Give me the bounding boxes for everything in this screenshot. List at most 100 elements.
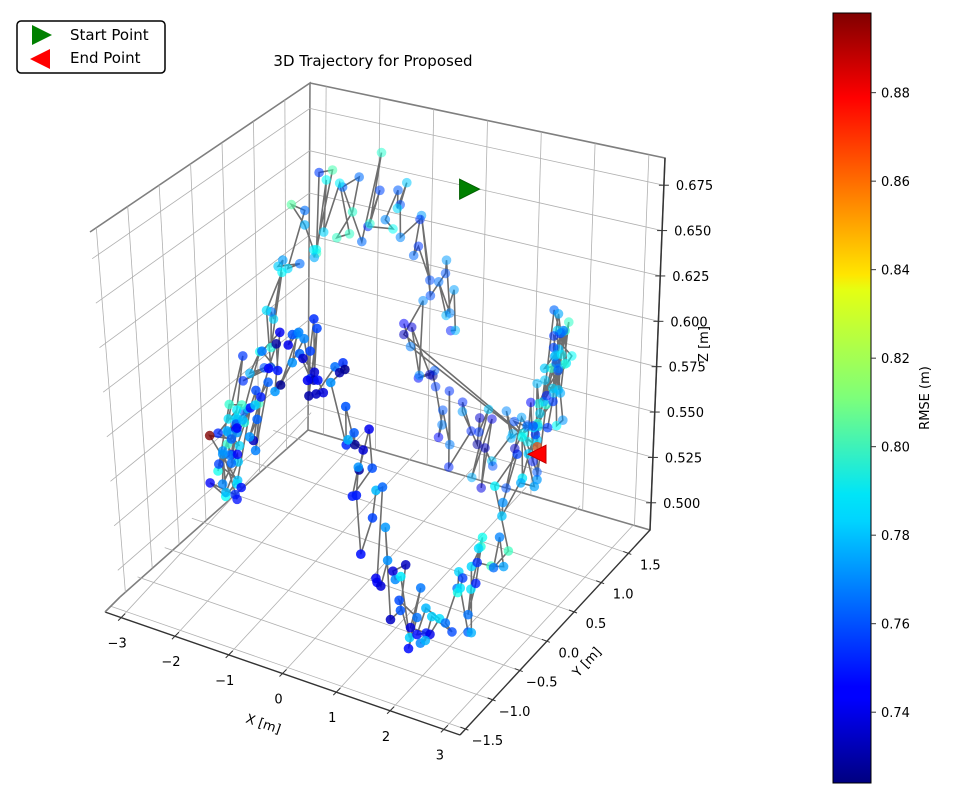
trajectory-point [367,463,377,473]
trajectory-point [535,409,545,419]
trajectory-point [431,382,441,392]
trajectory-point [394,596,404,606]
trajectory-point [276,380,286,390]
trajectory-point [523,420,533,430]
trajectory-point [557,350,567,360]
colorbar-tick-label: 0.82 [881,352,910,367]
trajectory-point [488,461,498,471]
trajectory-point [381,215,391,225]
trajectory-point [487,414,497,424]
colorbar-gradient [833,13,871,783]
trajectory-point [213,428,223,438]
trajectory-point [298,354,308,364]
y-grid-line [159,185,179,544]
trajectory-point [262,306,272,316]
trajectory-point [227,458,237,468]
trajectory-point [396,233,406,243]
trajectory-point [549,388,559,398]
trajectory-point [402,178,412,188]
trajectory-point [313,375,323,385]
trajectory-point [205,431,215,441]
trajectory-point [504,546,514,556]
trajectory-point [383,556,393,566]
trajectory-point [232,495,242,505]
trajectory-point [412,630,422,640]
y-floor-grid-line [138,577,493,700]
trajectory-point [406,623,416,633]
trajectory-point [356,549,366,559]
trajectory-point [303,376,313,386]
trajectory-point [510,444,520,454]
trajectory-point [272,339,282,349]
trajectory-point [484,405,494,415]
trajectory-point [442,255,452,265]
trajectory-point [427,612,437,622]
trajectory-point [300,220,310,230]
trajectory-point [287,200,297,210]
trajectory-point [421,603,431,613]
trajectory-point [499,562,509,572]
trajectory-point [415,371,425,381]
z-tick-label: 0.550 [667,406,704,421]
colorbar-tick-label: 0.74 [881,706,910,721]
trajectory-point [365,219,375,229]
trajectory-point [399,330,409,340]
x-grid-line [634,155,648,526]
trajectory-point [456,583,466,593]
z-tick-label: 0.500 [663,497,700,512]
trajectory-point [473,440,483,450]
trajectory-point [401,560,411,570]
trajectory-point [474,544,484,554]
trajectory-point [490,481,500,491]
trajectory-point [396,606,406,616]
trajectory-point [489,563,499,573]
trajectory-point [463,610,473,620]
trajectory-point [445,308,455,318]
trajectory-point [232,405,242,415]
trajectory-point [434,433,444,443]
trajectory-point [425,275,435,285]
trajectory-point [543,423,553,433]
trajectory-point [238,415,248,425]
trajectory-point [458,407,468,417]
trajectory-point [458,573,468,583]
trajectory-point [332,233,342,243]
trajectory-point [309,245,319,255]
colorbar-tick-label: 0.80 [881,441,910,456]
x-tick-label: −2 [161,655,180,670]
trajectory-points [205,148,577,654]
x-tick-label: −1 [215,674,234,689]
trajectory-point [214,459,224,469]
trajectory-point [378,482,388,492]
trajectory-point [354,172,364,182]
legend-end-label: End Point [70,49,141,67]
trajectory-point [553,366,563,376]
trajectory [205,148,577,654]
trajectory-point [252,415,262,425]
trajectory-point [232,423,242,433]
trajectory-point [381,523,391,533]
z-grid-line [114,362,653,525]
trajectory-point [257,346,267,356]
trajectory-point [322,175,332,185]
trajectory-point [399,319,409,329]
trajectory-point [526,398,536,408]
trajectory-point [328,165,338,175]
trajectory-point [295,259,305,269]
y-tick-label: −0.5 [526,676,558,691]
trajectory-point [425,370,435,380]
z-tick-label: 0.650 [674,225,711,240]
trajectory-point [236,483,246,493]
trajectory-point [558,415,568,425]
trajectory-point [444,462,454,472]
colorbar-tick-label: 0.84 [881,264,910,279]
trajectory-point [549,331,559,341]
trajectory-point [532,379,542,389]
y-tick-label: 0.5 [586,617,607,632]
x-grid-line [427,109,434,465]
trajectory-point [273,366,283,376]
trajectory-point [345,229,355,239]
y-axis-line [460,530,650,735]
trajectory-point [341,402,351,412]
